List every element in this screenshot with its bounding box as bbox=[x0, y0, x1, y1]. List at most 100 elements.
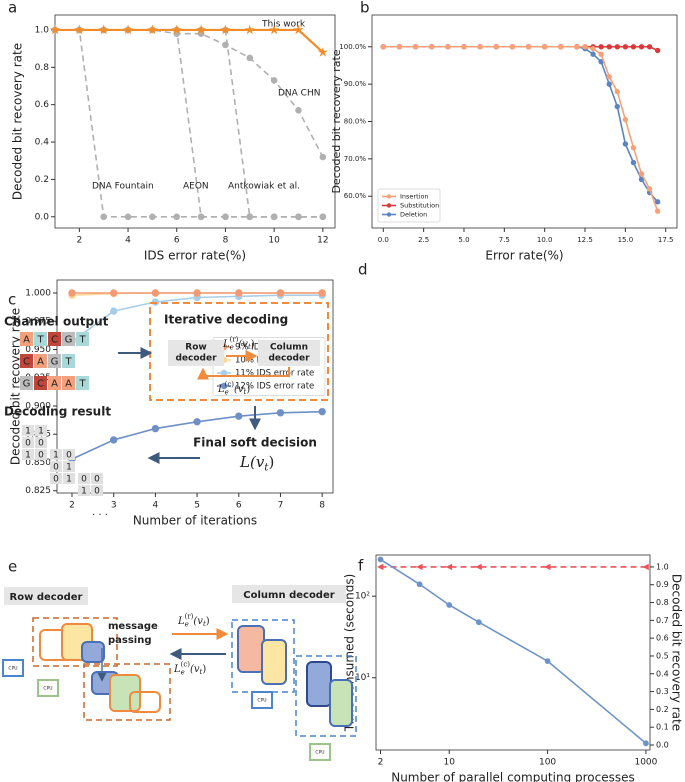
marker bbox=[654, 208, 661, 214]
marker bbox=[122, 24, 134, 35]
base-cell bbox=[20, 376, 33, 390]
marker bbox=[193, 289, 201, 297]
marker bbox=[235, 289, 243, 297]
base-letter: T bbox=[78, 335, 86, 346]
base-cell bbox=[20, 332, 33, 346]
y-tick-label: 10² bbox=[355, 592, 370, 602]
y2-tick-label: 0.3 bbox=[656, 687, 669, 696]
marker bbox=[475, 619, 482, 626]
x-tick-label: 7 bbox=[278, 501, 284, 511]
marker bbox=[429, 44, 435, 50]
matrix-cell bbox=[63, 449, 75, 460]
x-tick-label: 6 bbox=[174, 236, 180, 246]
marker bbox=[445, 44, 451, 50]
matrix-cell bbox=[91, 485, 103, 496]
marker bbox=[445, 563, 453, 571]
decoder-label: Row bbox=[185, 343, 206, 353]
marker bbox=[124, 213, 132, 221]
marker bbox=[582, 44, 588, 50]
y-tick-label: 0.950 bbox=[25, 345, 51, 355]
base-cell bbox=[34, 332, 47, 346]
series-label: This work bbox=[261, 20, 306, 30]
matrix-cell bbox=[63, 473, 75, 484]
y-axis-label: Decoded bit recovery rate bbox=[11, 43, 25, 200]
marker bbox=[173, 213, 181, 221]
marker bbox=[643, 740, 649, 747]
cpu-icon bbox=[37, 679, 59, 697]
matrix-cell bbox=[35, 425, 47, 436]
x-tick-label: 7.5 bbox=[499, 236, 510, 244]
marker bbox=[268, 24, 280, 35]
y-tick-label: 90.0% bbox=[344, 80, 367, 88]
formula-part: L bbox=[217, 384, 225, 395]
code-block bbox=[306, 661, 332, 707]
group-box bbox=[295, 655, 357, 737]
base-cell bbox=[62, 332, 75, 346]
y-axis-label: Decoded bit recovery rate bbox=[330, 49, 343, 193]
matrix-cell bbox=[78, 473, 90, 484]
x-axis-label: Number of iterations bbox=[133, 514, 257, 528]
matrix-digit: 1 bbox=[66, 463, 72, 473]
y2-tick-label: 0.6 bbox=[656, 634, 669, 643]
formula: Le(c)(vt) bbox=[173, 661, 206, 677]
marker bbox=[193, 418, 201, 426]
marker bbox=[493, 44, 499, 50]
base-cell bbox=[34, 354, 47, 368]
decoder-label: decoder bbox=[268, 354, 310, 364]
x-tick-label: 17.5 bbox=[658, 236, 674, 244]
formula-part: e bbox=[181, 669, 185, 677]
marker bbox=[74, 24, 85, 35]
y2-tick-label: 1.0 bbox=[656, 562, 669, 571]
marker bbox=[98, 24, 109, 35]
formula-part: ) bbox=[206, 616, 210, 627]
series-label: AEON bbox=[183, 182, 209, 192]
y-tick-label: 0.0 bbox=[35, 212, 50, 222]
marker bbox=[590, 51, 596, 57]
label-box bbox=[232, 585, 346, 603]
y-axis-label: Decoded bit recovery rate bbox=[9, 308, 23, 465]
formula: L(vt) bbox=[239, 453, 274, 474]
marker bbox=[654, 47, 661, 54]
x-tick-label: 3 bbox=[111, 501, 117, 511]
marker bbox=[295, 213, 302, 221]
base-cell bbox=[48, 376, 61, 390]
formula-part: L bbox=[173, 664, 181, 675]
x-tick-label: 8 bbox=[223, 236, 229, 246]
x-tick-label: 5 bbox=[194, 501, 200, 511]
section-title: Channel output bbox=[4, 315, 109, 329]
matrix-digit: 0 bbox=[53, 463, 59, 473]
formula-part: t bbox=[203, 620, 206, 628]
x-axis-label: Number of parallel computing processes bbox=[391, 771, 635, 782]
formula-part: (v bbox=[234, 384, 244, 395]
marker bbox=[222, 41, 229, 49]
formula-part: L(v bbox=[239, 453, 265, 471]
base-letter: T bbox=[36, 335, 44, 346]
matrix-cell bbox=[35, 449, 47, 460]
marker bbox=[614, 103, 620, 110]
y-tick-label: 0.975 bbox=[25, 317, 51, 327]
legend-label: Insertion bbox=[400, 193, 429, 201]
x-tick-label: 12.5 bbox=[577, 236, 593, 244]
marker bbox=[270, 77, 278, 84]
code-block bbox=[81, 641, 105, 663]
formula-part: t bbox=[244, 388, 247, 396]
panel-letter: f bbox=[358, 557, 364, 575]
x-tick-label: 4 bbox=[125, 236, 131, 246]
decoder-box bbox=[258, 340, 320, 366]
base-letter: A bbox=[51, 379, 58, 390]
formula-part: e bbox=[225, 389, 229, 397]
panel-letter: b bbox=[360, 0, 370, 17]
marker bbox=[638, 44, 645, 50]
legend-marker bbox=[386, 194, 392, 199]
series-line bbox=[380, 558, 647, 744]
plot-frame bbox=[54, 14, 336, 229]
x-tick-label: 2 bbox=[69, 501, 75, 511]
marker bbox=[544, 563, 551, 571]
y2-tick-label: 0.2 bbox=[656, 705, 669, 714]
legend-marker bbox=[220, 369, 228, 377]
marker bbox=[318, 407, 326, 416]
y-tick-label: 0.825 bbox=[25, 486, 51, 496]
marker bbox=[270, 213, 278, 221]
marker bbox=[197, 213, 205, 221]
